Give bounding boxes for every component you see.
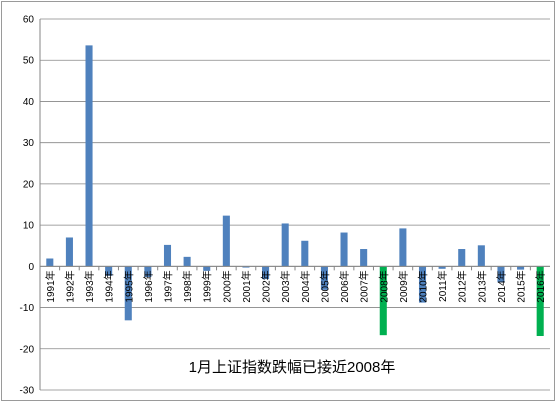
bar-1999 [203,266,211,271]
x-category-label: 1999年 [201,270,214,302]
x-category-label: 2000年 [220,270,233,302]
x-category-label: 1995年 [122,270,135,302]
bar-1992 [65,237,73,267]
y-tick-label: -30 [20,386,35,397]
y-tick-label: 30 [23,138,35,149]
x-category-label: 2003年 [279,270,292,302]
bar-2006 [340,232,348,267]
bar-1997 [163,244,172,267]
bar-2010 [418,266,427,303]
bar-1991 [46,258,54,267]
y-tick-label: 10 [23,221,35,232]
x-category-label: 2009年 [397,270,410,302]
bar-1998 [183,256,191,267]
x-category-label: 2007年 [358,270,371,302]
x-category-label: 2006年 [338,270,351,302]
x-category-label: 2016年 [534,270,547,302]
bar-2009 [399,228,407,267]
x-category-label: 2015年 [515,270,528,302]
bar-2003 [281,223,289,267]
bar-2005 [320,266,328,290]
bar-2016 [536,266,544,336]
x-category-label: 2011年 [436,270,449,302]
x-category-label: 1994年 [103,270,116,302]
bar-1996 [144,266,152,278]
bar-1993 [85,45,93,267]
bar-2004 [301,240,309,267]
bar-2011 [438,266,446,269]
bar-2007 [360,249,368,267]
x-category-label: 2013年 [475,270,488,302]
bar-2001 [242,266,250,268]
x-category-label: 1998年 [181,270,194,302]
x-category-label: 2001年 [240,270,253,302]
bar-2000 [222,215,230,267]
chart-annotation: 1月上证指数跌幅已接近2008年 [189,359,396,376]
y-axis-ticks: -30 -20 -10 0 10 20 30 40 50 60 [20,15,35,397]
bar-2002 [262,266,270,280]
y-tick-label: 0 [28,262,34,273]
y-tick-label: 40 [23,97,35,108]
bar-2015 [517,266,525,270]
x-category-label: 1991年 [44,270,57,302]
x-category-label: 2014年 [495,270,508,302]
y-tick-label: -10 [20,303,35,314]
bar-2012 [458,249,466,267]
x-category-label: 2012年 [456,270,469,302]
x-category-label: 2010年 [417,270,430,302]
bar-1995 [124,266,132,321]
y-tick-label: -20 [20,344,35,355]
x-category-label: 1992年 [63,270,76,302]
y-tick-label: 50 [23,56,35,67]
x-category-label: 2004年 [299,270,312,302]
zero-axis [39,19,550,390]
bar-2013 [477,245,485,267]
y-tick-label: 60 [23,15,35,26]
x-category-label: 2002年 [260,270,273,302]
bar-2008 [379,266,387,336]
x-category-label: 1997年 [162,270,175,302]
x-category-label: 2008年 [377,270,390,302]
bar-2014 [497,266,505,283]
x-category-label: 1993年 [83,270,96,302]
y-tick-label: 20 [23,179,35,190]
gridlines [40,18,550,391]
category-labels: 1991年 1992年 1993年 1994年 1995年 1996年 1997年 1998年… [44,270,547,302]
bar-1994 [105,266,113,276]
x-category-label: 1996年 [142,270,155,302]
x-category-label: 2005年 [318,270,331,302]
bars [46,45,544,336]
